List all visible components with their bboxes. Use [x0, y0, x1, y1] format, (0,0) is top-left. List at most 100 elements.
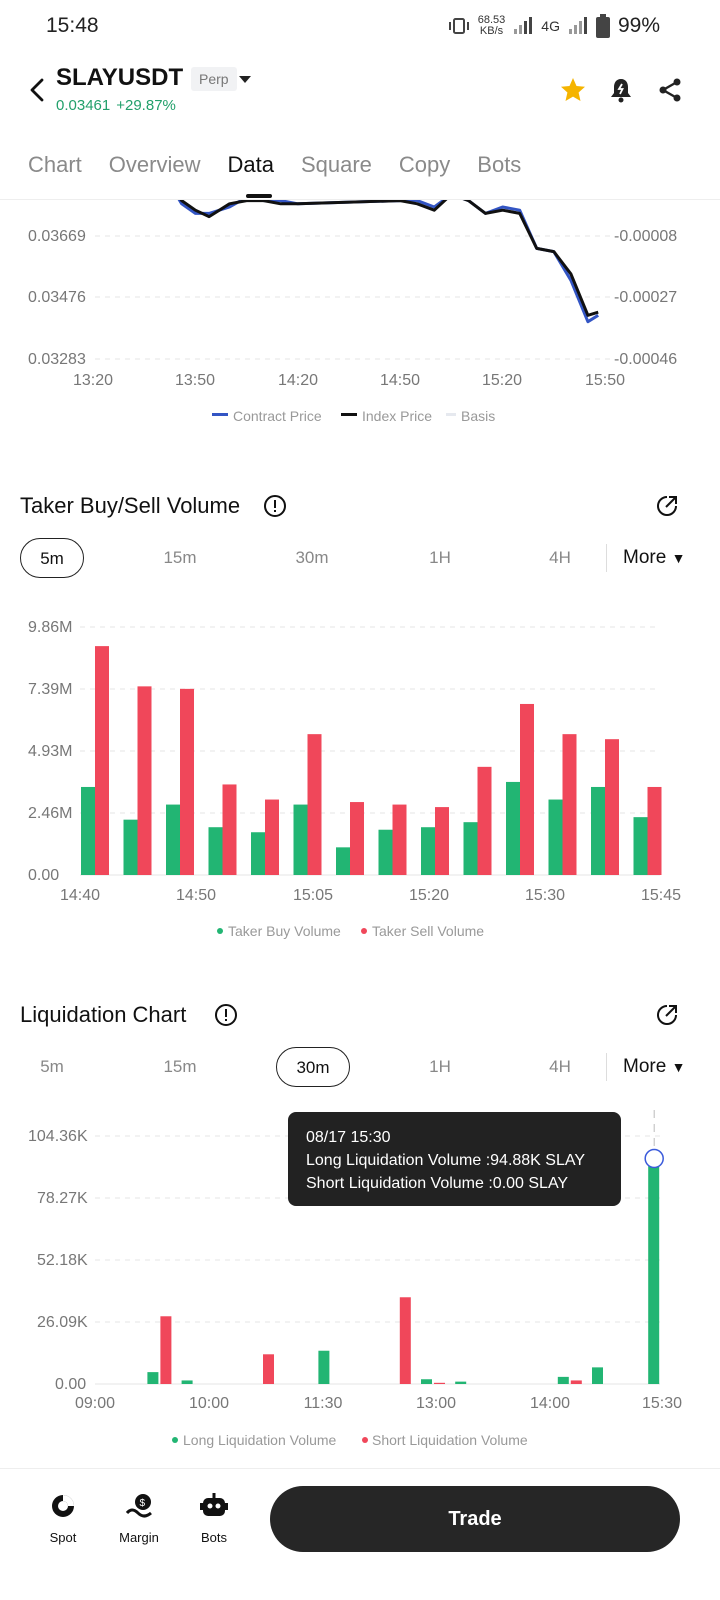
bar-short-liquidation — [434, 1382, 445, 1384]
tab-bots[interactable]: Bots — [477, 152, 522, 177]
tooltip-long: Long Liquidation Volume :94.88K SLAY — [306, 1152, 586, 1169]
nav-spot[interactable]: Spot — [33, 1491, 93, 1545]
active-tab-indicator — [246, 194, 272, 198]
series-line-0 — [177, 200, 599, 324]
x-tick: 14:20 — [278, 372, 318, 389]
bar-long-liquidation — [592, 1367, 603, 1384]
bar-long-liquidation — [318, 1350, 330, 1384]
x-tick: 14:00 — [530, 1395, 570, 1412]
bar-long-liquidation — [421, 1379, 432, 1384]
legend-short-liquidation: Short Liquidation Volume — [372, 1432, 528, 1448]
nav-bots[interactable]: Bots — [184, 1491, 244, 1545]
caret-down-icon[interactable] — [238, 75, 252, 85]
interval-4h[interactable]: 4H — [549, 1057, 571, 1076]
y-tick: 0.00 — [28, 867, 59, 884]
interval-5m[interactable]: 5m — [20, 538, 84, 578]
status-icons: 68.53 KB/s 4G 99% — [448, 14, 660, 38]
x-tick: 15:30 — [642, 1395, 682, 1412]
y-right-tick: -0.00046 — [614, 351, 677, 368]
vibrate-icon — [448, 18, 469, 34]
tab-chart[interactable]: Chart — [28, 152, 82, 177]
y-tick: 52.18K — [37, 1252, 88, 1269]
nav-margin[interactable]: $ Margin — [109, 1491, 169, 1545]
bar-long-liquidation — [147, 1372, 159, 1384]
price-change: +29.87% — [116, 97, 176, 114]
info-icon[interactable] — [263, 494, 287, 518]
trade-button[interactable]: Trade — [270, 1486, 680, 1552]
bar-taker-buy — [548, 799, 563, 875]
bar-taker-sell — [180, 688, 194, 875]
status-bar: 15:48 68.53 KB/s 4G 99% — [0, 0, 720, 52]
bar-taker-sell — [520, 703, 534, 875]
interval-30m[interactable]: 30m — [295, 548, 329, 567]
perp-badge: Perp — [191, 67, 237, 91]
x-tick: 15:20 — [482, 372, 522, 389]
taker-volume-chart[interactable]: 9.86M 7.39M 4.93M 2.46M 0.00 14:40 14:50 1… — [0, 600, 720, 950]
bar-taker-sell — [647, 786, 662, 875]
legend-taker-sell: Taker Sell Volume — [372, 923, 484, 939]
bar-taker-buy — [421, 827, 435, 875]
x-tick: 15:45 — [641, 887, 681, 904]
bar-taker-buy — [591, 786, 605, 875]
tab-square[interactable]: Square — [300, 152, 372, 177]
star-icon[interactable] — [559, 76, 587, 104]
more-dropdown[interactable]: More ▼ — [623, 538, 685, 578]
bell-icon[interactable] — [607, 76, 635, 104]
symbol-title[interactable]: SLAYUSDT — [56, 64, 184, 91]
interval-separator — [606, 1053, 607, 1081]
interval-15m[interactable]: 15m — [163, 1057, 197, 1076]
bar-long-liquidation — [557, 1376, 569, 1384]
y-left-tick: 0.03669 — [28, 228, 86, 245]
bar-short-liquidation — [399, 1297, 411, 1384]
net-speed-unit: KB/s — [479, 25, 504, 37]
x-tick: 15:30 — [525, 887, 565, 904]
bar-short-liquidation — [160, 1316, 172, 1384]
taker-legend: Taker Buy Volume Taker Sell Volume — [217, 923, 484, 939]
y-tick: 0.00 — [55, 1376, 86, 1393]
share-icon[interactable] — [656, 76, 684, 104]
net-speed: 68.53 KB/s — [478, 15, 506, 37]
x-tick: 15:05 — [293, 887, 333, 904]
bar-short-liquidation — [263, 1354, 274, 1384]
external-link-icon[interactable] — [655, 1003, 679, 1027]
y-tick: 2.46M — [28, 805, 72, 822]
y-tick: 7.39M — [28, 681, 72, 698]
bar-long-liquidation — [648, 1158, 660, 1384]
external-link-icon[interactable] — [655, 494, 679, 518]
more-dropdown[interactable]: More ▼ — [623, 1047, 685, 1087]
liquidation-section-title: Liquidation Chart — [20, 1002, 187, 1027]
interval-1h[interactable]: 1H — [429, 1057, 451, 1076]
info-icon[interactable] — [214, 1003, 238, 1027]
x-tick: 13:20 — [73, 372, 113, 389]
y-right-tick: -0.00008 — [614, 228, 677, 245]
x-tick: 10:00 — [189, 1395, 229, 1412]
interval-15m[interactable]: 15m — [163, 548, 197, 567]
bar-taker-buy — [123, 819, 138, 875]
bar-taker-sell — [307, 734, 322, 875]
tab-overview[interactable]: Overview — [108, 152, 201, 177]
taker-section-title: Taker Buy/Sell Volume — [20, 493, 241, 518]
back-icon[interactable] — [26, 76, 50, 104]
bar-taker-sell — [605, 739, 619, 875]
bar-taker-buy — [293, 804, 308, 875]
bar-taker-sell — [477, 766, 492, 875]
legend-swatch-index — [341, 413, 357, 416]
interval-30m[interactable]: 30m — [276, 1047, 350, 1087]
interval-1h[interactable]: 1H — [429, 548, 451, 567]
tooltip-short: Short Liquidation Volume :0.00 SLAY — [306, 1175, 569, 1192]
interval-5m[interactable]: 5m — [40, 1057, 64, 1076]
price-chart[interactable]: 0.03669 0.03476 0.03283 -0.00008 -0.0002… — [0, 200, 720, 440]
interval-separator — [606, 544, 607, 572]
bottom-bar: Spot $ Margin Bots Trade — [0, 1468, 720, 1600]
interval-4h[interactable]: 4H — [549, 548, 571, 567]
bar-taker-buy — [208, 827, 223, 875]
bar-taker-buy — [251, 832, 265, 875]
last-price: 0.03461 — [56, 97, 111, 114]
y-tick: 104.36K — [28, 1128, 88, 1145]
legend-dot-sell — [361, 928, 367, 934]
tab-copy[interactable]: Copy — [398, 152, 451, 177]
y-tick: 26.09K — [37, 1314, 88, 1331]
bar-taker-sell — [95, 646, 109, 875]
liquidation-interval-selector: 5m 15m 30m 1H 4H More ▼ — [20, 1047, 710, 1087]
tab-data[interactable]: Data — [227, 152, 274, 177]
